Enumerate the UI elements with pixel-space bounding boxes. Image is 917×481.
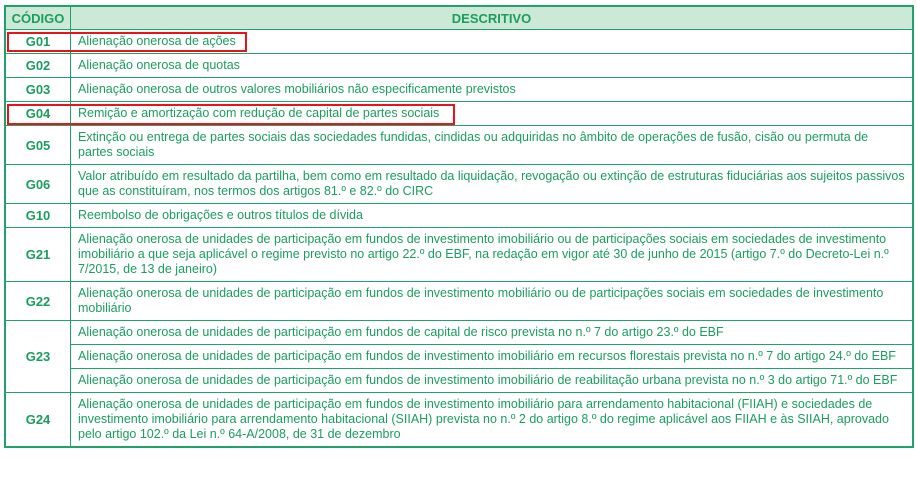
row-code: G22 [4, 281, 71, 321]
row-code: G04 [4, 101, 71, 126]
table-row: G03 Alienação onerosa de outros valores m… [4, 77, 914, 102]
table-row: G21 Alienação onerosa de unidades de part… [4, 227, 914, 282]
header-code: CÓDIGO [4, 5, 71, 30]
table-row: G22 Alienação onerosa de unidades de part… [4, 281, 914, 321]
row-code: G24 [4, 392, 71, 448]
row-description: Valor atribuído em resultado da partilha… [70, 164, 914, 204]
table-row: G02 Alienação onerosa de quotas [4, 53, 914, 78]
row-code: G02 [4, 53, 71, 78]
row-description: Alienação onerosa de quotas [70, 53, 914, 78]
row-description: Alienação onerosa de unidades de partici… [70, 368, 914, 393]
row-code: G21 [4, 227, 71, 282]
row-description: Remição e amortização com redução de cap… [70, 101, 914, 126]
row-description: Extinção ou entrega de partes sociais da… [70, 125, 914, 165]
table-row: G23 Alienação onerosa de unidades de part… [4, 320, 914, 393]
header-description: DESCRITIVO [70, 5, 914, 30]
row-code: G01 [4, 29, 71, 54]
row-code: G05 [4, 125, 71, 165]
row-description: Alienação onerosa de unidades de partici… [70, 392, 914, 448]
table-row: G04 Remição e amortização com redução de … [4, 101, 914, 126]
table-row: G10 Reembolso de obrigações e outros títu… [4, 203, 914, 228]
table-row: G01 Alienação onerosa de ações [4, 29, 914, 54]
table-row: G05 Extinção ou entrega de partes sociais… [4, 125, 914, 165]
row-description: Alienação onerosa de unidades de partici… [70, 320, 914, 345]
row-description: Alienação onerosa de unidades de partici… [70, 281, 914, 321]
row-code: G03 [4, 77, 71, 102]
row-code: G06 [4, 164, 71, 204]
table-row: G24 Alienação onerosa de unidades de part… [4, 392, 914, 448]
row-description: Alienação onerosa de outros valores mobi… [70, 77, 914, 102]
row-description: Alienação onerosa de unidades de partici… [70, 344, 914, 369]
row-description: Alienação onerosa de ações [70, 29, 914, 54]
row-code: G10 [4, 203, 71, 228]
table-row: G06 Valor atribuído em resultado da parti… [4, 164, 914, 204]
row-description: Reembolso de obrigações e outros títulos… [70, 203, 914, 228]
table-header-row: CÓDIGO DESCRITIVO [4, 5, 914, 30]
row-code: G23 [4, 320, 71, 393]
row-description: Alienação onerosa de unidades de partici… [70, 227, 914, 282]
table-row: Alienação onerosa de unidades de partici… [5, 368, 914, 393]
codes-table: CÓDIGO DESCRITIVO G01 Alienação onerosa d… [4, 5, 914, 448]
table-row: Alienação onerosa de unidades de partici… [5, 344, 914, 369]
